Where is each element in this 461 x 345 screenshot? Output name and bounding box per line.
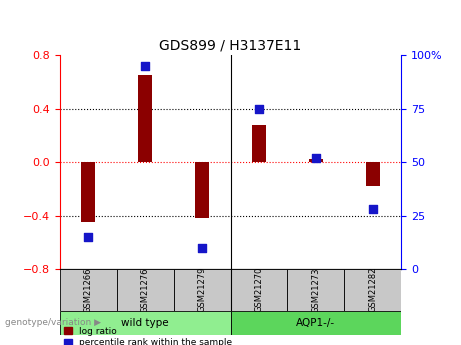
Text: GSM21282: GSM21282 [368, 267, 377, 313]
Point [312, 155, 319, 161]
Bar [309, 159, 323, 162]
Title: GDS899 / H3137E11: GDS899 / H3137E11 [160, 39, 301, 53]
Bar [195, 162, 209, 218]
Bar [60, 269, 117, 310]
Bar [252, 125, 266, 162]
Text: GSM21270: GSM21270 [254, 267, 263, 313]
Legend: log ratio, percentile rank within the sample: log ratio, percentile rank within the sa… [65, 327, 232, 345]
Point [142, 63, 149, 69]
Bar [230, 310, 401, 335]
Point [255, 106, 263, 111]
Bar [344, 269, 401, 310]
Bar [117, 269, 174, 310]
Bar [138, 75, 152, 162]
Text: GSM21273: GSM21273 [311, 267, 320, 313]
Bar [366, 162, 380, 186]
Text: GSM21279: GSM21279 [198, 267, 207, 313]
Bar [230, 269, 287, 310]
Point [369, 206, 376, 212]
Text: GSM21276: GSM21276 [141, 267, 150, 313]
Bar [174, 269, 230, 310]
Point [198, 245, 206, 250]
Bar [81, 162, 95, 222]
Bar [287, 269, 344, 310]
Text: GSM21266: GSM21266 [84, 267, 93, 313]
Text: genotype/variation ▶: genotype/variation ▶ [5, 318, 100, 327]
Text: AQP1-/-: AQP1-/- [296, 318, 335, 327]
Bar [60, 310, 230, 335]
Text: wild type: wild type [121, 318, 169, 327]
Point [85, 234, 92, 240]
